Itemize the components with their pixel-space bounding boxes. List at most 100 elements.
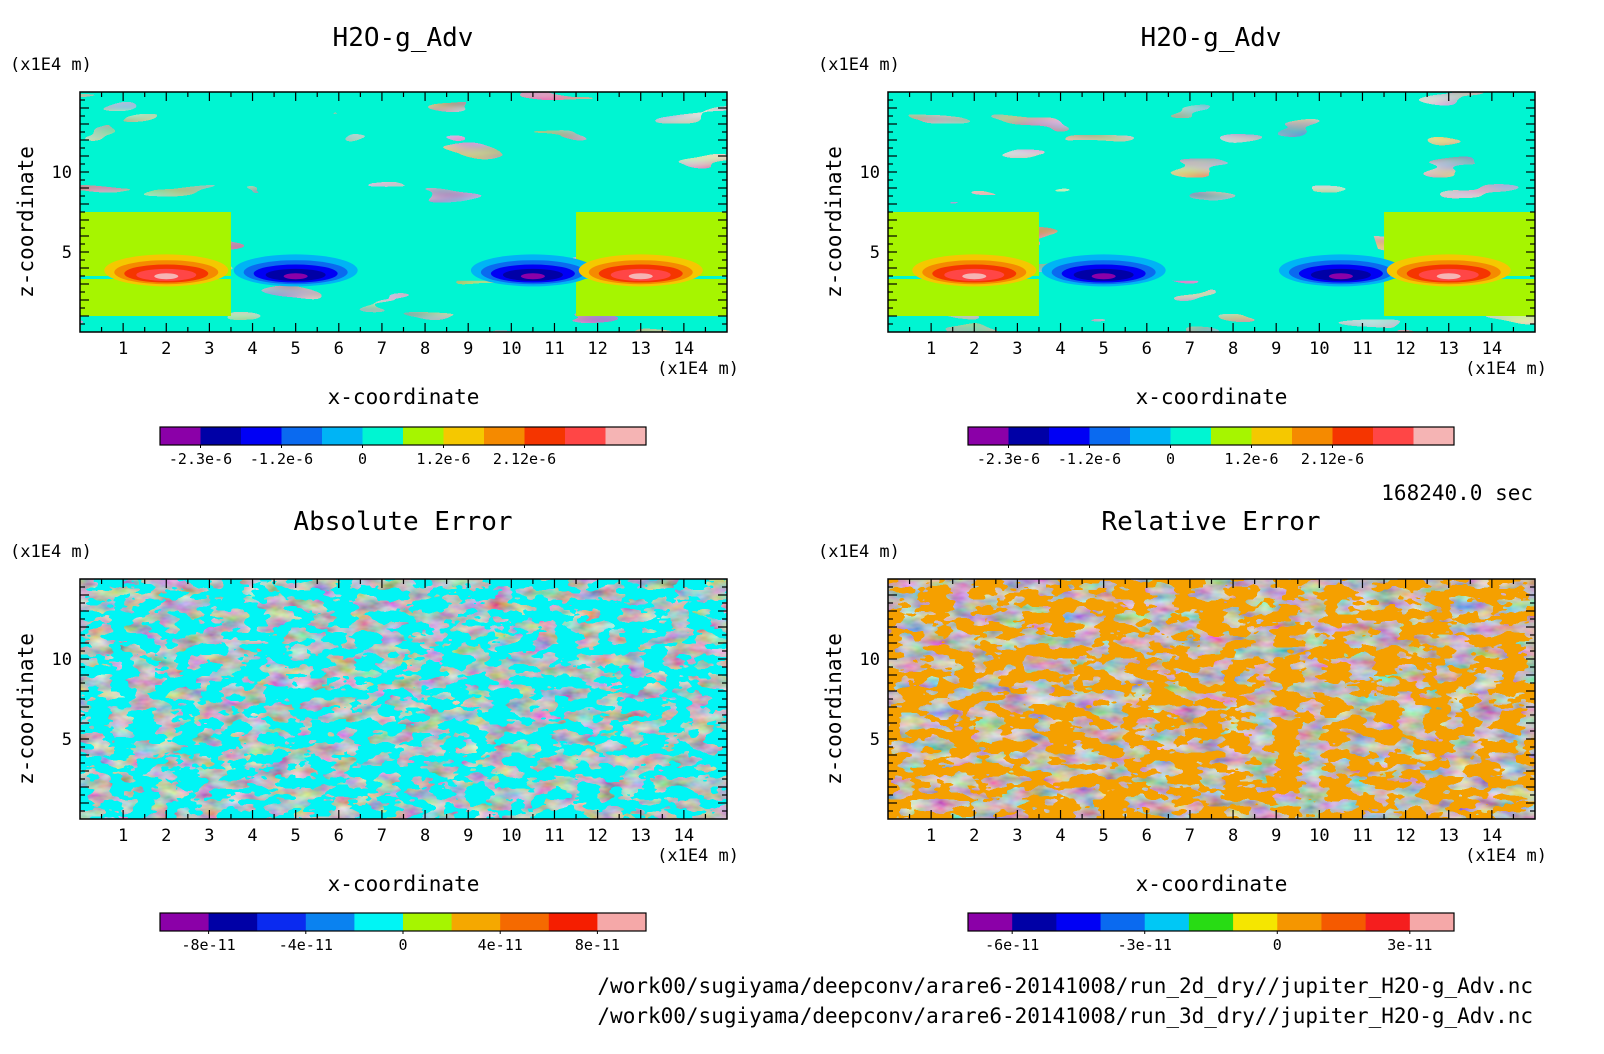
x-tick-label: 8: [420, 826, 430, 846]
field-lobe-1-level-5: [154, 273, 179, 280]
x-tick-label: 3: [1012, 826, 1022, 846]
colorbar-swatch: [208, 913, 258, 931]
y-unit-label: (x1E4 m): [10, 55, 92, 75]
colorbar-swatch: [1321, 913, 1367, 931]
colorbar-swatch: [500, 913, 550, 931]
y-axis-label: z-coordinate: [14, 146, 38, 298]
y-unit-label: (x1E4 m): [818, 542, 900, 562]
colorbar-swatch: [1012, 913, 1057, 931]
colorbar-label: -8e-11: [182, 936, 236, 954]
x-tick-label: 5: [291, 339, 301, 359]
colorbar-swatch: [257, 913, 307, 931]
x-tick-label: 5: [291, 826, 301, 846]
x-tick-label: 13: [1438, 339, 1458, 359]
plot-area: [888, 579, 1535, 819]
x-tick-label: 11: [544, 826, 564, 846]
colorbar-swatch: [1008, 427, 1050, 445]
x-unit-label: (x1E4 m): [1465, 846, 1547, 866]
x-axis-label: x-coordinate: [1136, 872, 1288, 896]
colorbar-swatch: [305, 913, 355, 931]
colorbar-swatch: [200, 427, 242, 445]
field-lobe-4-level-5: [628, 273, 653, 280]
chart-panel-1: H2O-g_Adv(x1E4 m)1 2 3 4 5 6 7 8 9 10 11 12 13 14510(…: [10, 23, 739, 468]
x-tick-label: 4: [247, 826, 257, 846]
colorbar: -2.3e-6 -1.2e-6 0 1.2e-6 2.12e-6: [159, 426, 647, 468]
colorbar-label: 0: [1273, 936, 1282, 954]
x-tick-label: 7: [1185, 826, 1195, 846]
y-tick-label: 5: [870, 243, 880, 263]
colorbar-label: 0: [398, 936, 407, 954]
x-tick-label: 13: [630, 339, 650, 359]
x-tick-label: 5: [1099, 339, 1109, 359]
x-tick-label: 13: [630, 826, 650, 846]
x-tick-label: 4: [1055, 826, 1065, 846]
colorbar-swatch: [605, 427, 647, 445]
x-tick-label: 8: [420, 339, 430, 359]
colorbar-label: -6e-11: [985, 936, 1039, 954]
x-tick-label: 3: [1012, 339, 1022, 359]
field-lobe-3-level-5: [1328, 273, 1353, 280]
x-tick-label: 12: [587, 339, 607, 359]
plot-area: [80, 92, 727, 332]
colorbar-frame: [159, 426, 647, 446]
x-tick-label: 12: [1395, 826, 1415, 846]
x-tick-label: 2: [161, 826, 171, 846]
colorbar-label: 2.12e-6: [1301, 450, 1364, 468]
time-label: 168240.0 sec: [1381, 481, 1533, 505]
x-tick-label: 4: [1055, 339, 1065, 359]
colorbar: -2.3e-6 -1.2e-6 0 1.2e-6 2.12e-6: [967, 426, 1455, 468]
x-tick-label: 14: [1482, 339, 1502, 359]
file-path-1: /work00/sugiyama/deepconv/arare6-2014100…: [597, 974, 1533, 998]
colorbar-label: 0: [358, 450, 367, 468]
colorbar-swatch: [1100, 913, 1146, 931]
x-tick-label: 11: [1352, 826, 1372, 846]
colorbar-label: 8e-11: [575, 936, 620, 954]
x-tick-label: 12: [1395, 339, 1415, 359]
colorbar-swatch: [524, 427, 566, 445]
x-tick-label: 12: [587, 826, 607, 846]
x-tick-label: 14: [674, 339, 694, 359]
x-tick-label: 3: [204, 339, 214, 359]
colorbar-swatch: [1233, 913, 1278, 931]
colorbar-swatch: [1292, 427, 1333, 445]
colorbar-label: 2.12e-6: [493, 450, 556, 468]
x-tick-label: 6: [1142, 339, 1152, 359]
colorbar-label: 4e-11: [478, 936, 523, 954]
colorbar-label: -1.2e-6: [1058, 450, 1121, 468]
colorbar-label: -1.2e-6: [250, 450, 313, 468]
x-tick-label: 1: [926, 339, 936, 359]
colorbar-swatch: [1130, 427, 1171, 445]
y-tick-label: 10: [860, 163, 880, 183]
field-pattern: [80, 579, 727, 819]
x-tick-label: 7: [377, 826, 387, 846]
colorbar-label: -2.3e-6: [977, 450, 1040, 468]
chart-title: H2O-g_Adv: [1141, 23, 1282, 53]
x-unit-label: (x1E4 m): [657, 359, 739, 379]
colorbar-label: -4e-11: [279, 936, 333, 954]
colorbar-label: -2.3e-6: [169, 450, 232, 468]
colorbar-swatch: [160, 913, 210, 931]
x-tick-label: 8: [1228, 826, 1238, 846]
file-path-2: /work00/sugiyama/deepconv/arare6-2014100…: [597, 1004, 1533, 1028]
colorbar-frame: [967, 426, 1455, 446]
y-axis-label: z-coordinate: [822, 633, 846, 785]
x-tick-label: 9: [463, 826, 473, 846]
x-tick-label: 7: [377, 339, 387, 359]
field-lobe-4-level-5: [1436, 273, 1461, 280]
y-tick-label: 10: [52, 163, 72, 183]
y-unit-label: (x1E4 m): [818, 55, 900, 75]
y-tick-label: 5: [62, 243, 72, 263]
y-axis-label: z-coordinate: [822, 146, 846, 298]
colorbar-swatch: [1251, 427, 1293, 445]
y-tick-label: 5: [62, 730, 72, 750]
colorbar: -8e-11 -4e-11 0 4e-11 8e-11: [159, 912, 647, 954]
x-tick-label: 10: [501, 826, 521, 846]
chart-panel-3: Absolute Error(x1E4 m)1 2 3 4 5 6 7 8 9 10 11 12 13 1…: [10, 507, 739, 954]
colorbar-swatch: [484, 427, 525, 445]
colorbar-swatch: [403, 913, 453, 931]
colorbar-swatch: [281, 427, 323, 445]
colorbar-swatch: [1144, 913, 1190, 931]
x-tick-label: 14: [674, 826, 694, 846]
colorbar-swatch: [597, 913, 647, 931]
plot-area: [888, 92, 1535, 332]
